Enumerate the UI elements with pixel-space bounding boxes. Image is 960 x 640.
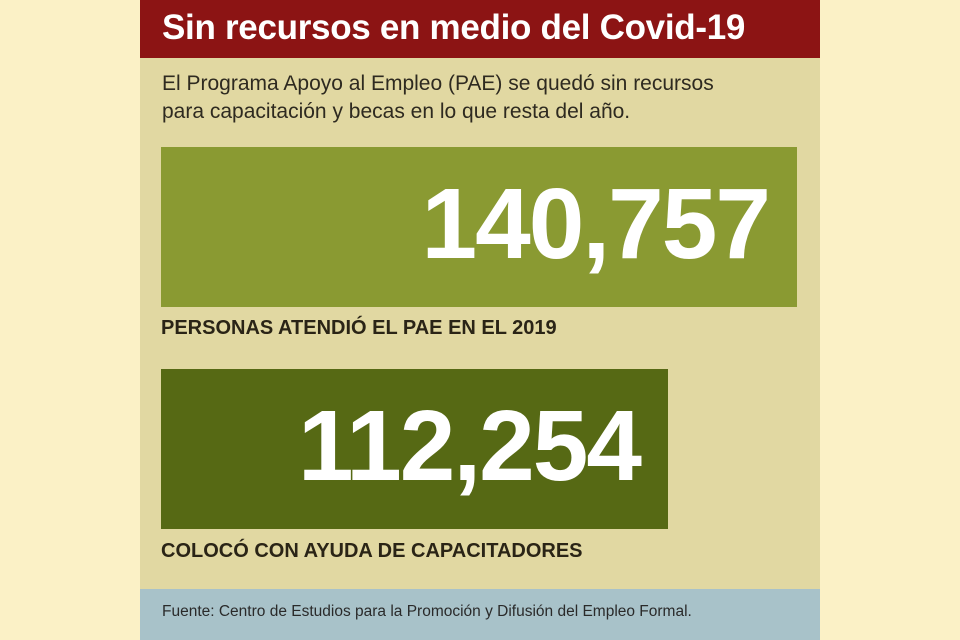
- infographic-panel: Sin recursos en medio del Covid-19 El Pr…: [140, 0, 820, 640]
- stat-box-placed: 112,254: [161, 369, 668, 529]
- subtitle-line: El Programa Apoyo al Empleo (PAE) se que…: [162, 72, 714, 95]
- stat-label-people-attended: PERSONAS ATENDIÓ EL PAE EN EL 2019: [161, 317, 557, 339]
- stat-value-people-attended: 140,757: [421, 168, 771, 280]
- source-bar: Fuente: Centro de Estudios para la Promo…: [140, 589, 820, 640]
- page-title: Sin recursos en medio del Covid-19: [162, 8, 746, 47]
- subtitle: El Programa Apoyo al Empleo (PAE) se que…: [162, 70, 802, 126]
- source-note: Fuente: Centro de Estudios para la Promo…: [162, 603, 692, 620]
- stat-value-placed: 112,254: [298, 390, 642, 502]
- subtitle-line: para capacitación y becas en lo que rest…: [162, 100, 631, 123]
- stat-label-placed: COLOCÓ CON AYUDA DE CAPACITADORES: [161, 540, 583, 562]
- stat-box-people-attended: 140,757: [161, 147, 797, 307]
- title-bar: Sin recursos en medio del Covid-19: [140, 0, 820, 58]
